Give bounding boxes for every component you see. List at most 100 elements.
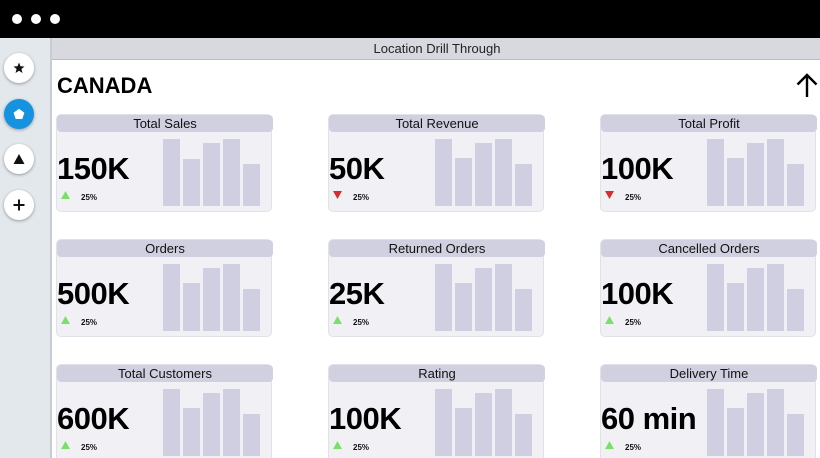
kpi-sparkbar (767, 264, 784, 331)
kpi-sparkbar (727, 158, 744, 206)
kpi-sparkbar-chart (707, 139, 807, 206)
trend-up-icon (333, 316, 342, 324)
kpi-sparkbar-chart (435, 389, 535, 456)
window-minimize-button[interactable] (31, 14, 41, 24)
kpi-sparkbar (455, 283, 472, 331)
trend-down-icon (333, 191, 342, 199)
main-content: Location Drill Through CANADA Total Sale… (50, 38, 820, 458)
kpi-sparkbar (163, 139, 180, 206)
kpi-sparkbar (515, 164, 532, 206)
kpi-card-change: 25% (625, 443, 642, 452)
kpi-card-delivery-time[interactable]: Delivery Time 60 min 25% (600, 364, 817, 458)
triangle-icon (13, 154, 25, 164)
kpi-sparkbar (223, 139, 240, 206)
kpi-sparkbar (475, 393, 492, 456)
kpi-sparkbar (163, 264, 180, 331)
trend-up-icon (605, 316, 614, 324)
kpi-sparkbar (747, 143, 764, 206)
kpi-sparkbar (747, 393, 764, 456)
window-maximize-button[interactable] (50, 14, 60, 24)
kpi-sparkbar (435, 264, 452, 331)
kpi-sparkbar (163, 389, 180, 456)
kpi-sparkbar (515, 289, 532, 331)
kpi-sparkbar (243, 414, 260, 456)
window-close-button[interactable] (12, 14, 22, 24)
kpi-card-total-profit[interactable]: Total Profit 100K 25% (600, 114, 817, 212)
kpi-card-change: 25% (353, 318, 370, 327)
kpi-card-returned-orders[interactable]: Returned Orders 25K 25% (328, 239, 545, 337)
kpi-sparkbar (767, 139, 784, 206)
kpi-sparkbar (495, 389, 512, 456)
kpi-sparkbar (203, 393, 220, 456)
kpi-sparkbar (495, 139, 512, 206)
kpi-card-change: 25% (81, 318, 98, 327)
pentagon-icon (13, 108, 25, 119)
kpi-card-value: 600K (57, 401, 130, 436)
sidebar-pentagon-button[interactable] (4, 99, 34, 129)
kpi-sparkbar-chart (707, 264, 807, 331)
kpi-sparkbar (183, 283, 200, 331)
kpi-card-change: 25% (81, 443, 98, 452)
window-titlebar (0, 0, 820, 38)
sidebar-plus-button[interactable] (4, 190, 34, 220)
kpi-card-value: 100K (601, 276, 674, 311)
sidebar-triangle-button[interactable] (4, 144, 34, 174)
kpi-card-title: Total Customers (57, 365, 273, 382)
kpi-card-total-sales[interactable]: Total Sales 150K 25% (56, 114, 273, 212)
kpi-card-change: 25% (81, 193, 98, 202)
sidebar (0, 38, 50, 458)
kpi-sparkbar (455, 408, 472, 456)
kpi-sparkbar-chart (163, 389, 263, 456)
kpi-card-cancelled-orders[interactable]: Cancelled Orders 100K 25% (600, 239, 817, 337)
trend-up-icon (61, 316, 70, 324)
kpi-card-orders[interactable]: Orders 500K 25% (56, 239, 273, 337)
kpi-sparkbar (203, 143, 220, 206)
kpi-card-value: 100K (329, 401, 402, 436)
kpi-sparkbar (787, 289, 804, 331)
kpi-card-rating[interactable]: Rating 100K 25% (328, 364, 545, 458)
kpi-card-total-revenue[interactable]: Total Revenue 50K 25% (328, 114, 545, 212)
kpi-sparkbar (455, 158, 472, 206)
kpi-card-value: 60 min (601, 401, 697, 436)
page-header: Location Drill Through (52, 38, 820, 60)
kpi-sparkbar (747, 268, 764, 331)
kpi-sparkbar-chart (435, 139, 535, 206)
kpi-sparkbar (475, 143, 492, 206)
kpi-sparkbar (727, 283, 744, 331)
kpi-sparkbar (767, 389, 784, 456)
kpi-sparkbar (435, 389, 452, 456)
kpi-sparkbar (183, 159, 200, 206)
kpi-card-title: Rating (329, 365, 545, 382)
kpi-sparkbar (435, 139, 452, 206)
kpi-card-title: Total Sales (57, 115, 273, 132)
country-title: CANADA (57, 73, 153, 98)
kpi-sparkbar (475, 268, 492, 331)
kpi-card-value: 500K (57, 276, 130, 311)
arrow-up-icon[interactable] (796, 72, 818, 98)
kpi-sparkbar-chart (707, 389, 807, 456)
kpi-sparkbar (515, 414, 532, 456)
sidebar-star-button[interactable] (4, 53, 34, 83)
kpi-card-title: Delivery Time (601, 365, 817, 382)
kpi-card-change: 25% (625, 318, 642, 327)
trend-up-icon (333, 441, 342, 449)
kpi-sparkbar-chart (435, 264, 535, 331)
kpi-sparkbar (707, 264, 724, 331)
kpi-sparkbar (787, 414, 804, 456)
kpi-card-title: Total Profit (601, 115, 817, 132)
kpi-card-value: 100K (601, 151, 674, 186)
kpi-sparkbar (707, 139, 724, 206)
kpi-sparkbar (203, 268, 220, 331)
kpi-card-change: 25% (625, 193, 642, 202)
kpi-card-value: 150K (57, 151, 130, 186)
kpi-sparkbar (243, 164, 260, 206)
star-icon (13, 62, 25, 73)
kpi-sparkbar (183, 408, 200, 456)
kpi-card-value: 50K (329, 151, 385, 186)
kpi-card-total-customers[interactable]: Total Customers 600K 25% (56, 364, 273, 458)
kpi-sparkbar-chart (163, 139, 263, 206)
kpi-sparkbar (495, 264, 512, 331)
trend-down-icon (605, 191, 614, 199)
kpi-sparkbar-chart (163, 264, 263, 331)
trend-up-icon (605, 441, 614, 449)
